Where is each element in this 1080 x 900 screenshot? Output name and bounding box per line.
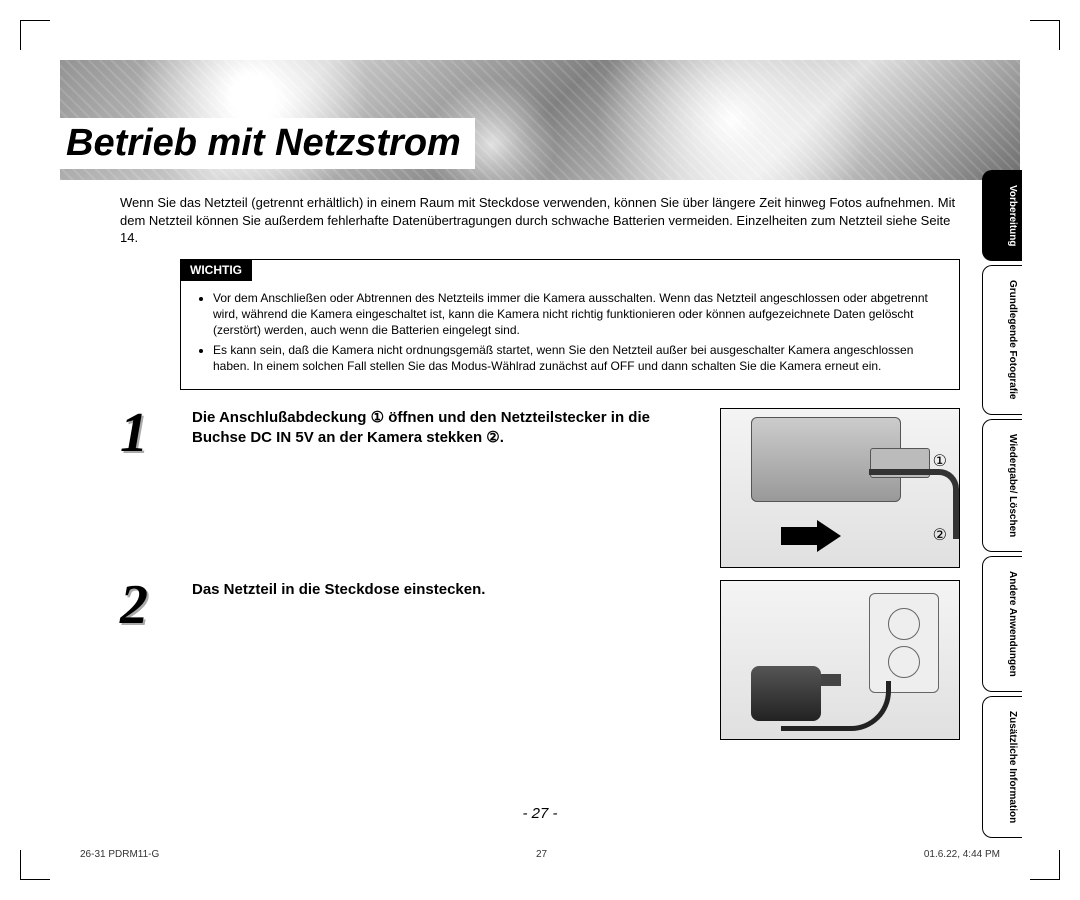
tab-wiedergabe[interactable]: Wiedergabe/ Löschen xyxy=(982,419,1022,552)
step-1-illustration: ① ② xyxy=(720,408,960,568)
important-box: WICHTIG Vor dem Anschließen oder Abtrenn… xyxy=(180,259,960,390)
important-item: Vor dem Anschließen oder Abtrennen des N… xyxy=(213,290,947,339)
footer-timestamp: 01.6.22, 4:44 PM xyxy=(924,849,1000,860)
side-tabs: Vorbereitung Grundlegende Fotografie Wie… xyxy=(982,170,1022,838)
tab-vorbereitung[interactable]: Vorbereitung xyxy=(982,170,1022,261)
outlet-icon xyxy=(869,593,939,693)
header-banner: Betrieb mit Netzstrom xyxy=(60,60,1020,180)
important-list: Vor dem Anschließen oder Abtrennen des N… xyxy=(193,290,947,375)
crop-mark xyxy=(20,850,50,880)
step-2: 2 Das Netzteil in die Steckdose einsteck… xyxy=(120,580,960,740)
step-text: Die Anschlußabdeckung ① öffnen und den N… xyxy=(192,408,700,568)
footer-page: 27 xyxy=(536,849,547,860)
step-text: Das Netzteil in die Steckdose einstecken… xyxy=(192,580,700,740)
important-label: WICHTIG xyxy=(180,259,252,281)
page-title: Betrieb mit Netzstrom xyxy=(60,118,475,169)
cord-icon xyxy=(781,681,891,731)
footer-metadata: 26-31 PDRM11-G 27 01.6.22, 4:44 PM xyxy=(80,849,1000,860)
tab-grundlegende[interactable]: Grundlegende Fotografie xyxy=(982,265,1022,414)
important-item: Es kann sein, daß die Kamera nicht ordnu… xyxy=(213,342,947,374)
callout-1: ① xyxy=(933,451,947,471)
page-number: - 27 - xyxy=(60,805,1020,822)
intro-paragraph: Wenn Sie das Netzteil (getrennt erhältli… xyxy=(120,194,960,247)
page-frame: Betrieb mit Netzstrom Wenn Sie das Netzt… xyxy=(60,60,1020,840)
crop-mark xyxy=(20,20,50,50)
callout-2: ② xyxy=(933,525,947,545)
step-1: 1 Die Anschlußabdeckung ① öffnen und den… xyxy=(120,408,960,568)
footer-doc: 26-31 PDRM11-G xyxy=(80,849,159,860)
arrow-icon xyxy=(781,523,841,549)
crop-mark xyxy=(1030,20,1060,50)
tab-zusaetzliche[interactable]: Zusätzliche Information xyxy=(982,696,1022,838)
step-number: 1 xyxy=(120,408,176,568)
step-number: 2 xyxy=(120,580,176,740)
step-2-illustration xyxy=(720,580,960,740)
tab-andere[interactable]: Andere Anwendungen xyxy=(982,556,1022,692)
crop-mark xyxy=(1030,850,1060,880)
